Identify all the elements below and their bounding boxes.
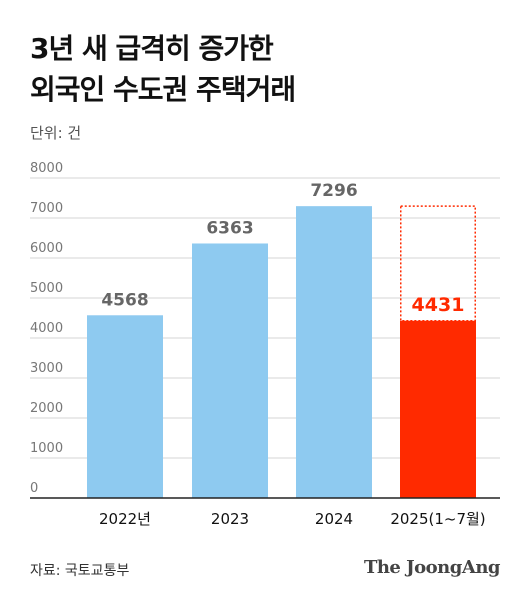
y-tick-label: 4000 [30,321,63,336]
y-tick-label: 1000 [30,441,63,456]
unit-label: 단위: 건 [30,124,82,142]
y-tick-label: 5000 [30,281,63,296]
y-tick-label: 2000 [30,401,63,416]
y-tick-label: 8000 [30,161,63,176]
data-label: 6363 [206,218,253,238]
x-tick-label: 2022년 [99,510,151,528]
chart-title-line2: 외국인 수도권 주택거래 [30,73,296,106]
x-tick-label: 2024 [315,510,353,528]
data-label: 4431 [412,294,465,316]
source-note: 자료: 국토교통부 [30,563,130,579]
publisher-logo: The JoongAng [363,557,501,578]
y-tick-label: 0 [30,481,38,496]
data-label: 7296 [310,181,357,201]
chart-title-line1: 3년 새 급격히 증가한 [30,32,274,65]
bar [400,320,476,498]
x-tick-label: 2023 [211,510,249,528]
y-tick-label: 3000 [30,361,63,376]
bar [87,315,163,498]
bar [296,206,372,498]
data-label: 4568 [101,290,148,310]
bar [192,243,268,498]
x-tick-label: 2025(1~7월) [390,510,485,528]
y-tick-label: 7000 [30,201,63,216]
projection-outline [400,205,476,322]
y-tick-label: 6000 [30,241,63,256]
chart-title: 3년 새 급격히 증가한 외국인 수도권 주택거래 [30,28,296,110]
